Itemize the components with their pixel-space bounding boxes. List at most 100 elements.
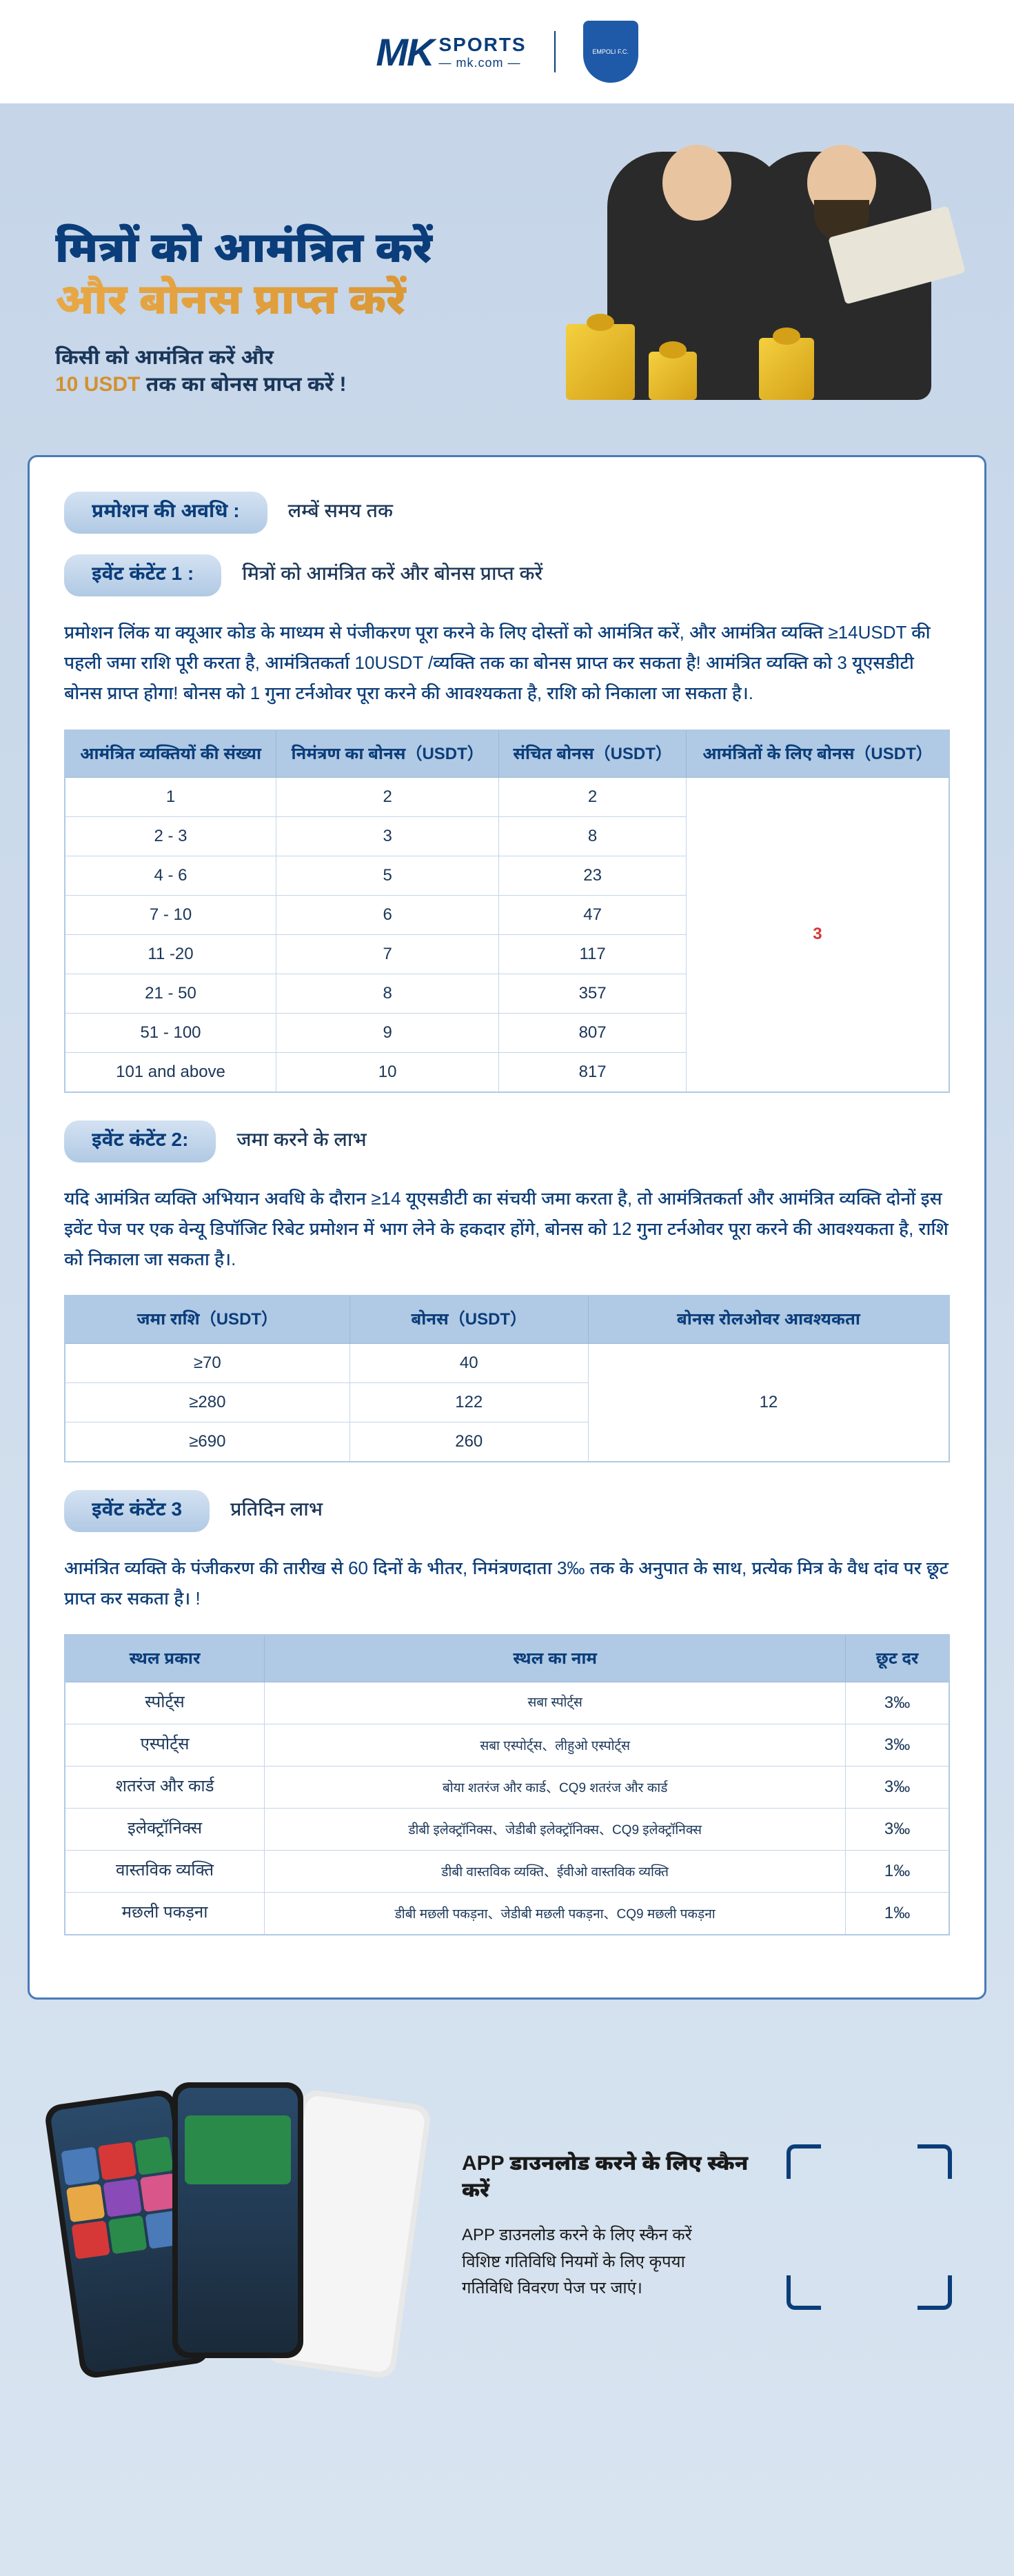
table-row: वास्तविक व्यक्तिडीबी वास्तविक व्यक्ति、ईव… [65,1851,949,1893]
table-cell: डीबी मछली पकड़ना、जेडीबी मछली पकड़ना、CQ9 … [265,1893,846,1935]
table-cell: 2 [276,777,499,816]
gift-box-icon [566,324,635,400]
table-cell-merged: 3 [686,777,949,1092]
event-3-header-row: इवेंट कंटेंट 3 प्रतिदिन लाभ [64,1490,950,1532]
table-cell: मछली पकड़ना [65,1893,265,1935]
table-cell: एस्पोर्ट्स [65,1724,265,1767]
table-header: संचित बोनस（USDT） [499,730,687,778]
download-text: APP डाउनलोड करने के लिए स्कैन करें APP ड… [462,2152,759,2302]
event-2-header-row: इवेंट कंटेंट 2: जमा करने के लाभ [64,1120,950,1163]
mk-sports-logo[interactable]: MK SPORTS — mk.com — [376,30,526,74]
table-row: मछली पकड़नाडीबी मछली पकड़ना、जेडीबी मछली … [65,1893,949,1935]
content-card: प्रमोशन की अवधि : लम्बें समय तक इवेंट कं… [28,455,986,2000]
promotion-duration-row: प्रमोशन की अवधि : लम्बें समय तक [64,492,950,534]
qr-corner-icon [787,2275,821,2310]
logo-domain-text: — mk.com — [438,56,526,70]
table-cell: 2 - 3 [65,816,276,856]
table-cell: ≥690 [65,1422,349,1462]
invite-bonus-table: आमंत्रित व्यक्तियों की संख्या निमंत्रण क… [64,729,950,1093]
logo-sports-group: SPORTS — mk.com — [438,34,526,70]
event-1-badge: इवेंट कंटेंट 1 : [64,554,221,596]
hero-title-line-2: और बोनस प्राप्त करें [55,274,580,325]
logo-mk-text: MK [376,30,433,74]
table-cell: 4 - 6 [65,856,276,895]
gift-box-icon [649,352,697,400]
table-cell: 3‰ [846,1809,949,1851]
table-cell: 3‰ [846,1767,949,1809]
table-cell: 101 and above [65,1052,276,1092]
hero-section: मित्रों को आमंत्रित करें और बोनस प्राप्त… [0,103,1014,455]
table-cell: 117 [499,934,687,974]
download-title: APP डाउनलोड करने के लिए स्कैन करें [462,2152,759,2206]
site-header: MK SPORTS — mk.com — EMPOLI F.C. [0,0,1014,103]
table-cell: ≥70 [65,1343,349,1382]
table-row: स्पोर्ट्ससबा स्पोर्ट्स3‰ [65,1682,949,1724]
table-cell: डीबी इलेक्ट्रॉनिक्स、जेडीबी इलेक्ट्रॉनिक्… [265,1809,846,1851]
duration-label: लम्बें समय तक [288,500,393,525]
table-cell: 1‰ [846,1851,949,1893]
event-1-header-row: इवेंट कंटेंट 1 : मित्रों को आमंत्रित करे… [64,554,950,596]
table-cell: 8 [499,816,687,856]
table-cell: 1‰ [846,1893,949,1935]
qr-code-frame[interactable] [787,2144,952,2310]
qr-corner-icon [917,2144,952,2179]
qr-corner-icon [917,2275,952,2310]
table-cell: 8 [276,974,499,1013]
deposit-bonus-table: जमा राशि（USDT） बोनस（USDT） बोनस रोलओवर आव… [64,1295,950,1462]
table-cell: 2 [499,777,687,816]
table-cell: 3 [276,816,499,856]
phone-mockup-icon [172,2082,303,2358]
table-cell: 23 [499,856,687,895]
table-header: आमंत्रितों के लिए बोनस（USDT） [686,730,949,778]
table-cell: 817 [499,1052,687,1092]
download-line-3: गतिविधि विवरण पेज पर जाएं। [462,2275,759,2302]
table-cell: 5 [276,856,499,895]
table-header: छूट दर [846,1635,949,1682]
event-2-badge: इवेंट कंटेंट 2: [64,1120,216,1163]
phone-mockups-image [62,2075,420,2379]
table-cell: 7 [276,934,499,974]
hero-title-line-1: मित्रों को आमंत्रित करें [55,223,580,274]
table-cell: 51 - 100 [65,1013,276,1052]
table-cell-merged: 12 [588,1343,949,1462]
table-header: स्थल प्रकार [65,1635,265,1682]
table-cell: 11 -20 [65,934,276,974]
table-row: 1223 [65,777,949,816]
event-3-label: प्रतिदिन लाभ [230,1498,323,1524]
table-cell: 9 [276,1013,499,1052]
qr-corner-icon [787,2144,821,2179]
table-cell: 7 - 10 [65,895,276,934]
empoli-badge-label: EMPOLI F.C. [592,48,629,55]
hero-usdt-amount: 10 USDT [55,373,140,396]
table-cell: 1 [65,777,276,816]
table-row: शतरंज और कार्डबोया शतरंज और कार्ड、CQ9 शत… [65,1767,949,1809]
event-2-label: जमा करने के लाभ [236,1129,366,1154]
table-cell: 6 [276,895,499,934]
event-1-body: प्रमोशन लिंक या क्यूआर कोड के माध्यम से … [64,617,950,709]
logo-sports-text: SPORTS [438,34,526,56]
table-cell: 40 [349,1343,588,1382]
table-cell: सबा एस्पोर्ट्स、लीहुओ एस्पोर्ट्स [265,1724,846,1767]
table-cell: बोया शतरंज और कार्ड、CQ9 शतरंज और कार्ड [265,1767,846,1809]
header-divider [554,31,556,72]
table-cell: 3‰ [846,1682,949,1724]
gift-box-icon [759,338,814,400]
table-header: बोनस（USDT） [349,1296,588,1343]
table-cell: स्पोर्ट्स [65,1682,265,1724]
app-download-block: APP डाउनलोड करने के लिए स्कैन करें APP ड… [462,2144,952,2310]
table-cell: 10 [276,1052,499,1092]
table-header: स्थल का नाम [265,1635,846,1682]
hero-sub-rest: तक का बोनस प्राप्त करें ! [140,373,346,396]
table-cell: वास्तविक व्यक्ति [65,1851,265,1893]
table-header: बोनस रोलओवर आवश्यकता [588,1296,949,1343]
duration-badge: प्रमोशन की अवधि : [64,492,267,534]
table-cell: ≥280 [65,1382,349,1422]
table-header: आमंत्रित व्यक्तियों की संख्या [65,730,276,778]
table-row: एस्पोर्ट्ससबा एस्पोर्ट्स、लीहुओ एस्पोर्ट्… [65,1724,949,1767]
table-header: निमंत्रण का बोनस（USDT） [276,730,499,778]
hero-image [580,138,959,400]
table-row: इलेक्ट्रॉनिक्सडीबी इलेक्ट्रॉनिक्स、जेडीबी… [65,1809,949,1851]
table-cell: 122 [349,1382,588,1422]
table-cell: डीबी वास्तविक व्यक्ति、ईवीओ वास्तविक व्यक… [265,1851,846,1893]
table-cell: सबा स्पोर्ट्स [265,1682,846,1724]
